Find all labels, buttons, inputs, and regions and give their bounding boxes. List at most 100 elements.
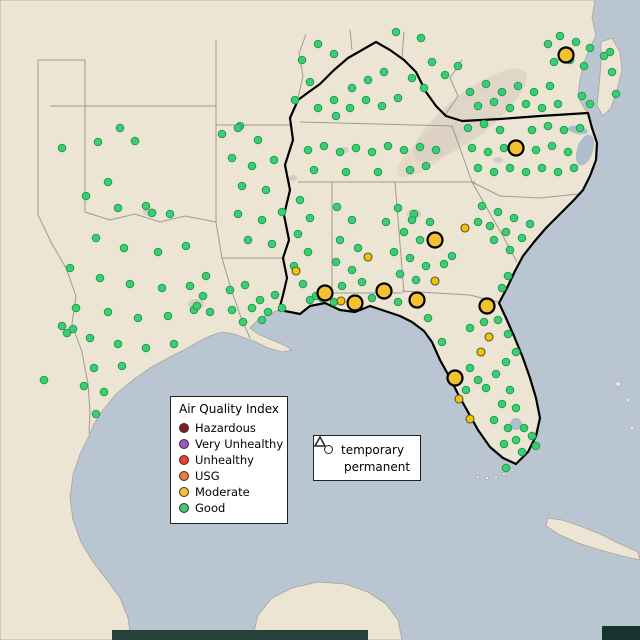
station-good[interactable]: [337, 281, 347, 291]
station-good[interactable]: [39, 375, 49, 385]
station-good[interactable]: [421, 161, 431, 171]
station-good[interactable]: [453, 61, 463, 71]
station-good[interactable]: [467, 143, 477, 153]
station-good[interactable]: [381, 217, 391, 227]
station-good[interactable]: [415, 235, 425, 245]
station-good[interactable]: [393, 297, 403, 307]
station-good[interactable]: [607, 67, 617, 77]
station-good[interactable]: [531, 145, 541, 155]
station-good[interactable]: [407, 73, 417, 83]
station-good[interactable]: [361, 95, 371, 105]
station-good[interactable]: [495, 125, 505, 135]
station-good[interactable]: [519, 423, 529, 433]
station-moderate[interactable]: [465, 414, 475, 424]
station-good[interactable]: [68, 324, 78, 334]
station-good[interactable]: [393, 203, 403, 213]
station-good[interactable]: [439, 259, 449, 269]
station-moderate-temporary[interactable]: [408, 291, 426, 309]
station-good[interactable]: [267, 239, 277, 249]
station-good[interactable]: [611, 89, 621, 99]
station-good[interactable]: [489, 97, 499, 107]
station-good[interactable]: [465, 363, 475, 373]
station-good[interactable]: [393, 93, 403, 103]
station-good[interactable]: [313, 103, 323, 113]
station-good[interactable]: [421, 261, 431, 271]
station-good[interactable]: [331, 111, 341, 121]
station-good[interactable]: [481, 79, 491, 89]
station-good[interactable]: [563, 147, 573, 157]
station-good[interactable]: [473, 101, 483, 111]
station-good[interactable]: [257, 315, 267, 325]
station-good[interactable]: [517, 447, 527, 457]
station-good[interactable]: [491, 369, 501, 379]
station-good[interactable]: [465, 87, 475, 97]
station-good[interactable]: [115, 123, 125, 133]
station-good[interactable]: [261, 185, 271, 195]
station-good[interactable]: [489, 415, 499, 425]
station-moderate-temporary[interactable]: [426, 231, 444, 249]
station-good[interactable]: [163, 311, 173, 321]
station-good[interactable]: [363, 75, 373, 85]
station-good[interactable]: [511, 403, 521, 413]
station-good[interactable]: [473, 375, 483, 385]
station-moderate-temporary[interactable]: [507, 139, 525, 157]
station-good[interactable]: [89, 363, 99, 373]
station-good[interactable]: [353, 243, 363, 253]
station-good[interactable]: [309, 165, 319, 175]
station-moderate-temporary[interactable]: [478, 297, 496, 315]
station-good[interactable]: [198, 291, 208, 301]
station-good[interactable]: [497, 399, 507, 409]
station-good[interactable]: [521, 99, 531, 109]
station-good[interactable]: [537, 163, 547, 173]
station-good[interactable]: [503, 423, 513, 433]
station-good[interactable]: [477, 201, 487, 211]
station-good[interactable]: [305, 77, 315, 87]
station-good[interactable]: [237, 181, 247, 191]
station-good[interactable]: [367, 147, 377, 157]
station-moderate[interactable]: [476, 347, 486, 357]
station-good[interactable]: [391, 27, 401, 37]
station-good[interactable]: [497, 87, 507, 97]
station-good[interactable]: [125, 279, 135, 289]
station-good[interactable]: [545, 81, 555, 91]
station-good[interactable]: [240, 280, 250, 290]
station-good[interactable]: [499, 143, 509, 153]
station-good[interactable]: [79, 381, 89, 391]
station-good[interactable]: [62, 328, 72, 338]
station-good[interactable]: [247, 161, 257, 171]
station-good[interactable]: [205, 307, 215, 317]
station-good[interactable]: [395, 269, 405, 279]
station-good[interactable]: [345, 103, 355, 113]
station-good[interactable]: [297, 55, 307, 65]
station-good[interactable]: [253, 135, 263, 145]
station-good[interactable]: [295, 195, 305, 205]
station-good[interactable]: [91, 409, 101, 419]
station-good[interactable]: [531, 441, 541, 451]
station-good[interactable]: [543, 121, 553, 131]
station-good[interactable]: [553, 167, 563, 177]
station-good[interactable]: [431, 145, 441, 155]
station-moderate[interactable]: [460, 223, 470, 233]
station-good[interactable]: [577, 91, 587, 101]
station-good[interactable]: [57, 321, 67, 331]
station-good[interactable]: [319, 141, 329, 151]
station-good[interactable]: [269, 155, 279, 165]
station-good[interactable]: [473, 217, 483, 227]
station-good[interactable]: [493, 207, 503, 217]
station-good[interactable]: [347, 215, 357, 225]
station-good[interactable]: [290, 95, 300, 105]
station-moderate[interactable]: [430, 276, 440, 286]
station-good[interactable]: [569, 163, 579, 173]
station-moderate-temporary[interactable]: [346, 294, 364, 312]
station-good[interactable]: [549, 57, 559, 67]
station-good[interactable]: [529, 87, 539, 97]
station-good[interactable]: [227, 153, 237, 163]
station-good[interactable]: [335, 147, 345, 157]
station-good[interactable]: [227, 305, 237, 315]
station-good[interactable]: [263, 307, 273, 317]
station-good[interactable]: [130, 136, 140, 146]
station-good[interactable]: [117, 361, 127, 371]
station-good[interactable]: [377, 101, 387, 111]
station-good[interactable]: [303, 145, 313, 155]
